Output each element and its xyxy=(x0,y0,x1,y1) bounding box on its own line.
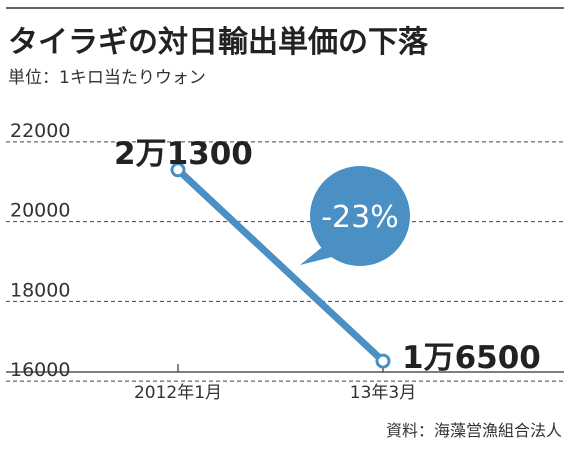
y-tick-label: 20000 xyxy=(10,200,70,222)
data-point xyxy=(375,353,391,369)
data-label: 1万6500 xyxy=(402,340,541,376)
y-axis-ticks: 16000 18000 20000 22000 xyxy=(10,120,70,381)
chart-title: タイラギの対日輸出単価の下落 xyxy=(8,25,429,60)
chart-subtitle: 単位：1キロ当たりウォン xyxy=(8,68,206,88)
y-tick-label: 22000 xyxy=(10,120,70,142)
y-tick-label: 16000 xyxy=(10,359,70,381)
source-note: 資料：海藻営漁組合法人 xyxy=(386,421,562,440)
gridlines xyxy=(6,141,564,382)
data-label: 2万1300 xyxy=(114,136,253,172)
callout-text: -23% xyxy=(321,200,399,235)
y-tick-label: 18000 xyxy=(10,279,70,301)
callout-bubble xyxy=(310,166,410,266)
x-tick-label: 2012年1月 xyxy=(134,383,222,403)
x-axis-ticks: 2012年1月 13年3月 xyxy=(134,364,416,403)
data-point xyxy=(170,162,186,178)
data-labels: 2万1300 1万6500 xyxy=(114,136,541,376)
series-line xyxy=(174,166,387,365)
series-layer xyxy=(170,162,391,369)
x-tick-label: 13年3月 xyxy=(350,383,416,403)
